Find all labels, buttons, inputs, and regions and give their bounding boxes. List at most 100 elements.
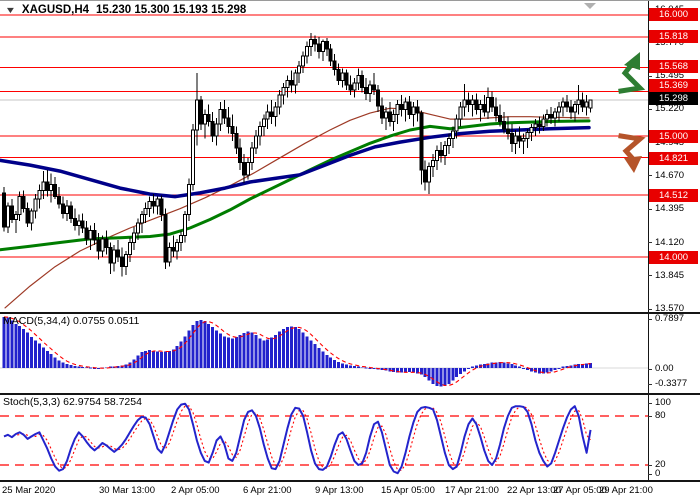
macd-bar — [407, 368, 411, 372]
candle-body — [53, 183, 58, 198]
candle-body — [557, 106, 562, 113]
chart-title: ▼ XAGUSD,H4 15.230 15.300 15.193 15.298 — [4, 4, 247, 16]
macd-bar — [22, 329, 26, 368]
candle-body — [127, 242, 132, 256]
macd-bar — [96, 368, 100, 369]
candle-body — [17, 196, 22, 216]
macd-bar — [171, 349, 175, 368]
panel-separator[interactable] — [0, 312, 700, 314]
candle-body — [517, 135, 522, 142]
price-tick-label: 15.220 — [655, 103, 685, 115]
candle-body — [265, 111, 270, 120]
candle-body — [155, 198, 160, 207]
macd-tick-label: 0.00 — [655, 363, 674, 374]
macd-bar — [104, 367, 108, 369]
candle-body — [379, 105, 384, 119]
macd-bar — [222, 336, 226, 368]
zigzag-arrow-up[interactable] — [618, 52, 646, 94]
candle-body — [509, 133, 514, 144]
candle-body — [344, 72, 349, 86]
price-axis[interactable]: 16.04515.77015.49515.22014.94514.67014.3… — [648, 1, 700, 482]
candle-body — [584, 101, 589, 108]
macd-bar — [14, 323, 18, 368]
candle-body — [497, 114, 502, 123]
macd-bar — [498, 362, 502, 368]
candle-body — [183, 214, 188, 236]
level-price-badge: 14.512 — [649, 188, 698, 202]
candle-body — [446, 137, 451, 147]
macd-bar — [10, 320, 14, 368]
axis-tick-mark — [648, 42, 652, 44]
candle-body — [545, 113, 550, 120]
candle-body — [151, 200, 156, 207]
macd-panel[interactable]: MACD(5,34,4) 0.0755 0.0511 — [0, 314, 649, 393]
macd-bar — [281, 329, 285, 368]
macd-bar — [581, 364, 585, 368]
stochastic-panel[interactable]: Stoch(5,3,3) 62.9754 58.7254 — [0, 395, 649, 480]
candle-body — [588, 99, 593, 109]
macd-bar — [514, 365, 518, 368]
level-price-badge: 15.369 — [649, 78, 698, 92]
candle-body — [466, 99, 471, 106]
candle-body — [560, 101, 565, 108]
candle-body — [214, 123, 219, 137]
panel-separator[interactable] — [0, 480, 700, 482]
price-tick-label: 14.395 — [655, 203, 685, 215]
candle-body — [312, 38, 317, 45]
macd-bar — [392, 368, 396, 372]
stochastic-chart[interactable] — [0, 395, 649, 480]
panel-separator[interactable] — [0, 393, 700, 395]
zigzag-arrow-down[interactable] — [618, 133, 646, 173]
candle-body — [383, 111, 388, 119]
macd-bar — [400, 368, 404, 373]
candle-body — [494, 106, 499, 116]
candle-body — [356, 75, 361, 84]
macd-bar — [293, 327, 297, 368]
candle-body — [281, 87, 286, 96]
macd-bar — [49, 354, 53, 368]
candle-body — [348, 84, 353, 91]
macd-bar — [541, 368, 545, 374]
candle-body — [427, 165, 432, 183]
macd-bar — [396, 368, 400, 373]
candle-body — [324, 41, 329, 50]
macd-bar — [270, 337, 274, 368]
macd-bar — [191, 325, 195, 368]
candle-body — [76, 220, 81, 227]
time-axis[interactable]: 25 Mar 2020 30 Mar 13:00 2 Apr 05:00 6 Apr … — [0, 482, 700, 500]
macd-bar — [144, 350, 148, 368]
candle-body — [438, 150, 443, 156]
macd-bar — [207, 323, 211, 368]
macd-bar — [510, 364, 514, 368]
candle-body — [576, 99, 581, 106]
candle-body — [462, 99, 467, 108]
candle-body — [25, 208, 30, 224]
chevron-down-icon[interactable]: ▼ — [4, 5, 17, 15]
macd-chart[interactable] — [0, 314, 649, 393]
macd-bar — [124, 364, 128, 368]
macd-bar — [215, 330, 219, 368]
macd-bar — [518, 366, 522, 368]
macd-bar — [6, 317, 10, 368]
macd-bar — [278, 331, 282, 368]
chart-shift-icon[interactable] — [584, 3, 596, 9]
candle-body — [403, 101, 408, 110]
level-price-badge: 16.000 — [649, 8, 698, 21]
axis-tick-mark — [648, 308, 652, 310]
candle-body — [234, 133, 239, 149]
candle-body — [143, 208, 148, 216]
macd-bar — [183, 336, 187, 368]
candle-body — [320, 41, 325, 52]
candle-body — [194, 99, 199, 131]
candlestick-chart[interactable] — [0, 1, 649, 312]
macd-bar — [341, 363, 345, 368]
macd-bar — [506, 363, 510, 368]
candle-body — [505, 128, 510, 135]
macd-bar — [549, 368, 553, 372]
candle-body — [529, 127, 534, 133]
macd-bar — [344, 364, 348, 368]
candle-body — [328, 48, 333, 62]
macd-tick-label: -0.3377 — [655, 378, 688, 389]
macd-bar — [585, 363, 589, 368]
main-chart-panel[interactable]: ▼ XAGUSD,H4 15.230 15.300 15.193 15.298 — [0, 1, 649, 312]
